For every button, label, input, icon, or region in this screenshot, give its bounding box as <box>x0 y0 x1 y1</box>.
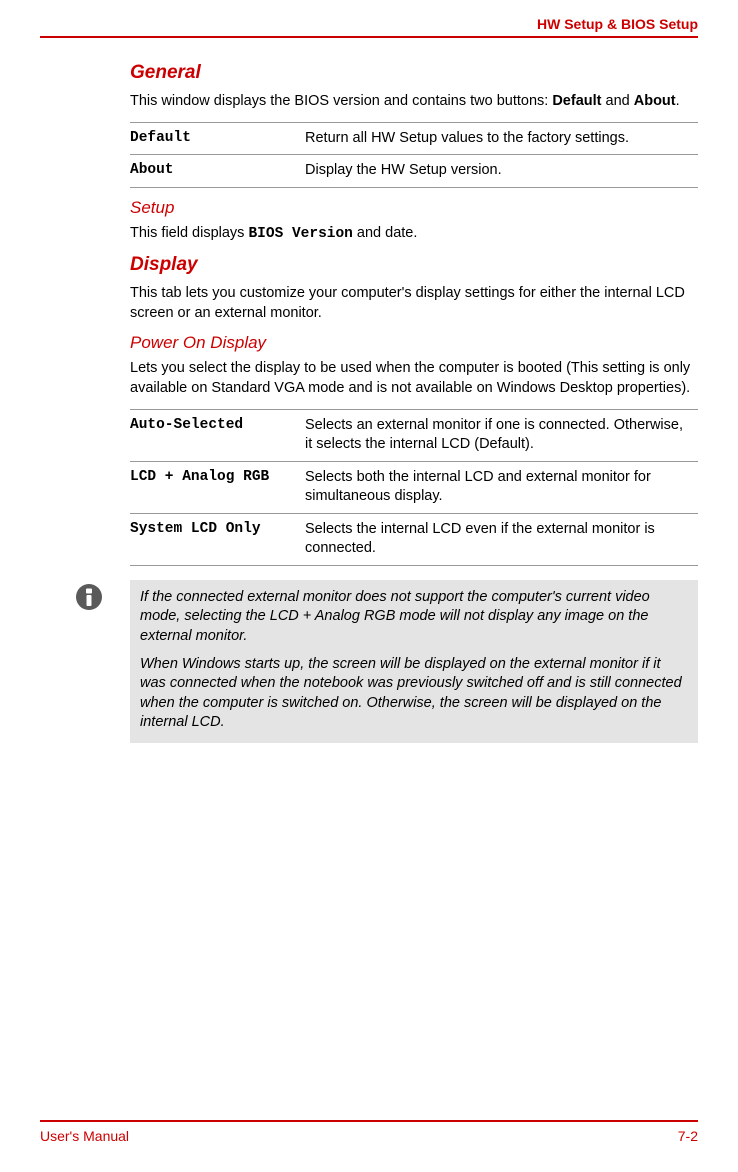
header-section-title: HW Setup & BIOS Setup <box>40 16 698 32</box>
footer: User's Manual 7-2 <box>40 1120 698 1144</box>
text-bold: About <box>634 93 676 109</box>
text: This field displays <box>130 225 248 241</box>
power-on-display-intro: Lets you select the display to be used w… <box>130 359 698 398</box>
term-label: About <box>130 155 305 188</box>
text: . <box>676 93 680 109</box>
heading-display: Display <box>130 254 698 276</box>
note-body: If the connected external monitor does n… <box>130 580 698 743</box>
heading-power-on-display: Power On Display <box>130 333 698 353</box>
term-desc: Display the HW Setup version. <box>305 155 698 188</box>
text-bold: Default <box>552 93 601 109</box>
note-paragraph: If the connected external monitor does n… <box>140 588 688 647</box>
info-icon <box>74 582 104 612</box>
text: and date. <box>353 225 418 241</box>
table-row: Default Return all HW Setup values to th… <box>130 122 698 155</box>
text: and <box>601 93 633 109</box>
table-row: LCD + Analog RGB Selects both the intern… <box>130 461 698 513</box>
term-label: Default <box>130 122 305 155</box>
footer-left: User's Manual <box>40 1128 129 1144</box>
note-paragraph: When Windows starts up, the screen will … <box>140 655 688 733</box>
text: This window displays the BIOS version an… <box>130 93 552 109</box>
table-row: About Display the HW Setup version. <box>130 155 698 188</box>
power-on-display-table: Auto-Selected Selects an external monito… <box>130 409 698 566</box>
display-intro: This tab lets you customize your compute… <box>130 284 698 323</box>
term-desc: Return all HW Setup values to the factor… <box>305 122 698 155</box>
text-mono: BIOS Version <box>248 226 352 242</box>
term-desc: Selects both the internal LCD and extern… <box>305 461 698 513</box>
general-table: Default Return all HW Setup values to th… <box>130 122 698 188</box>
term-desc: Selects the internal LCD even if the ext… <box>305 513 698 565</box>
setup-intro: This field displays BIOS Version and dat… <box>130 224 698 245</box>
header-rule <box>40 36 698 38</box>
table-row: Auto-Selected Selects an external monito… <box>130 409 698 461</box>
term-desc: Selects an external monitor if one is co… <box>305 409 698 461</box>
footer-right: 7-2 <box>678 1128 698 1144</box>
term-label: LCD + Analog RGB <box>130 461 305 513</box>
term-label: Auto-Selected <box>130 409 305 461</box>
heading-setup: Setup <box>130 198 698 218</box>
general-intro: This window displays the BIOS version an… <box>130 92 698 112</box>
heading-general: General <box>130 62 698 84</box>
footer-rule <box>40 1120 698 1122</box>
term-label: System LCD Only <box>130 513 305 565</box>
table-row: System LCD Only Selects the internal LCD… <box>130 513 698 565</box>
note-block: If the connected external monitor does n… <box>130 580 698 743</box>
